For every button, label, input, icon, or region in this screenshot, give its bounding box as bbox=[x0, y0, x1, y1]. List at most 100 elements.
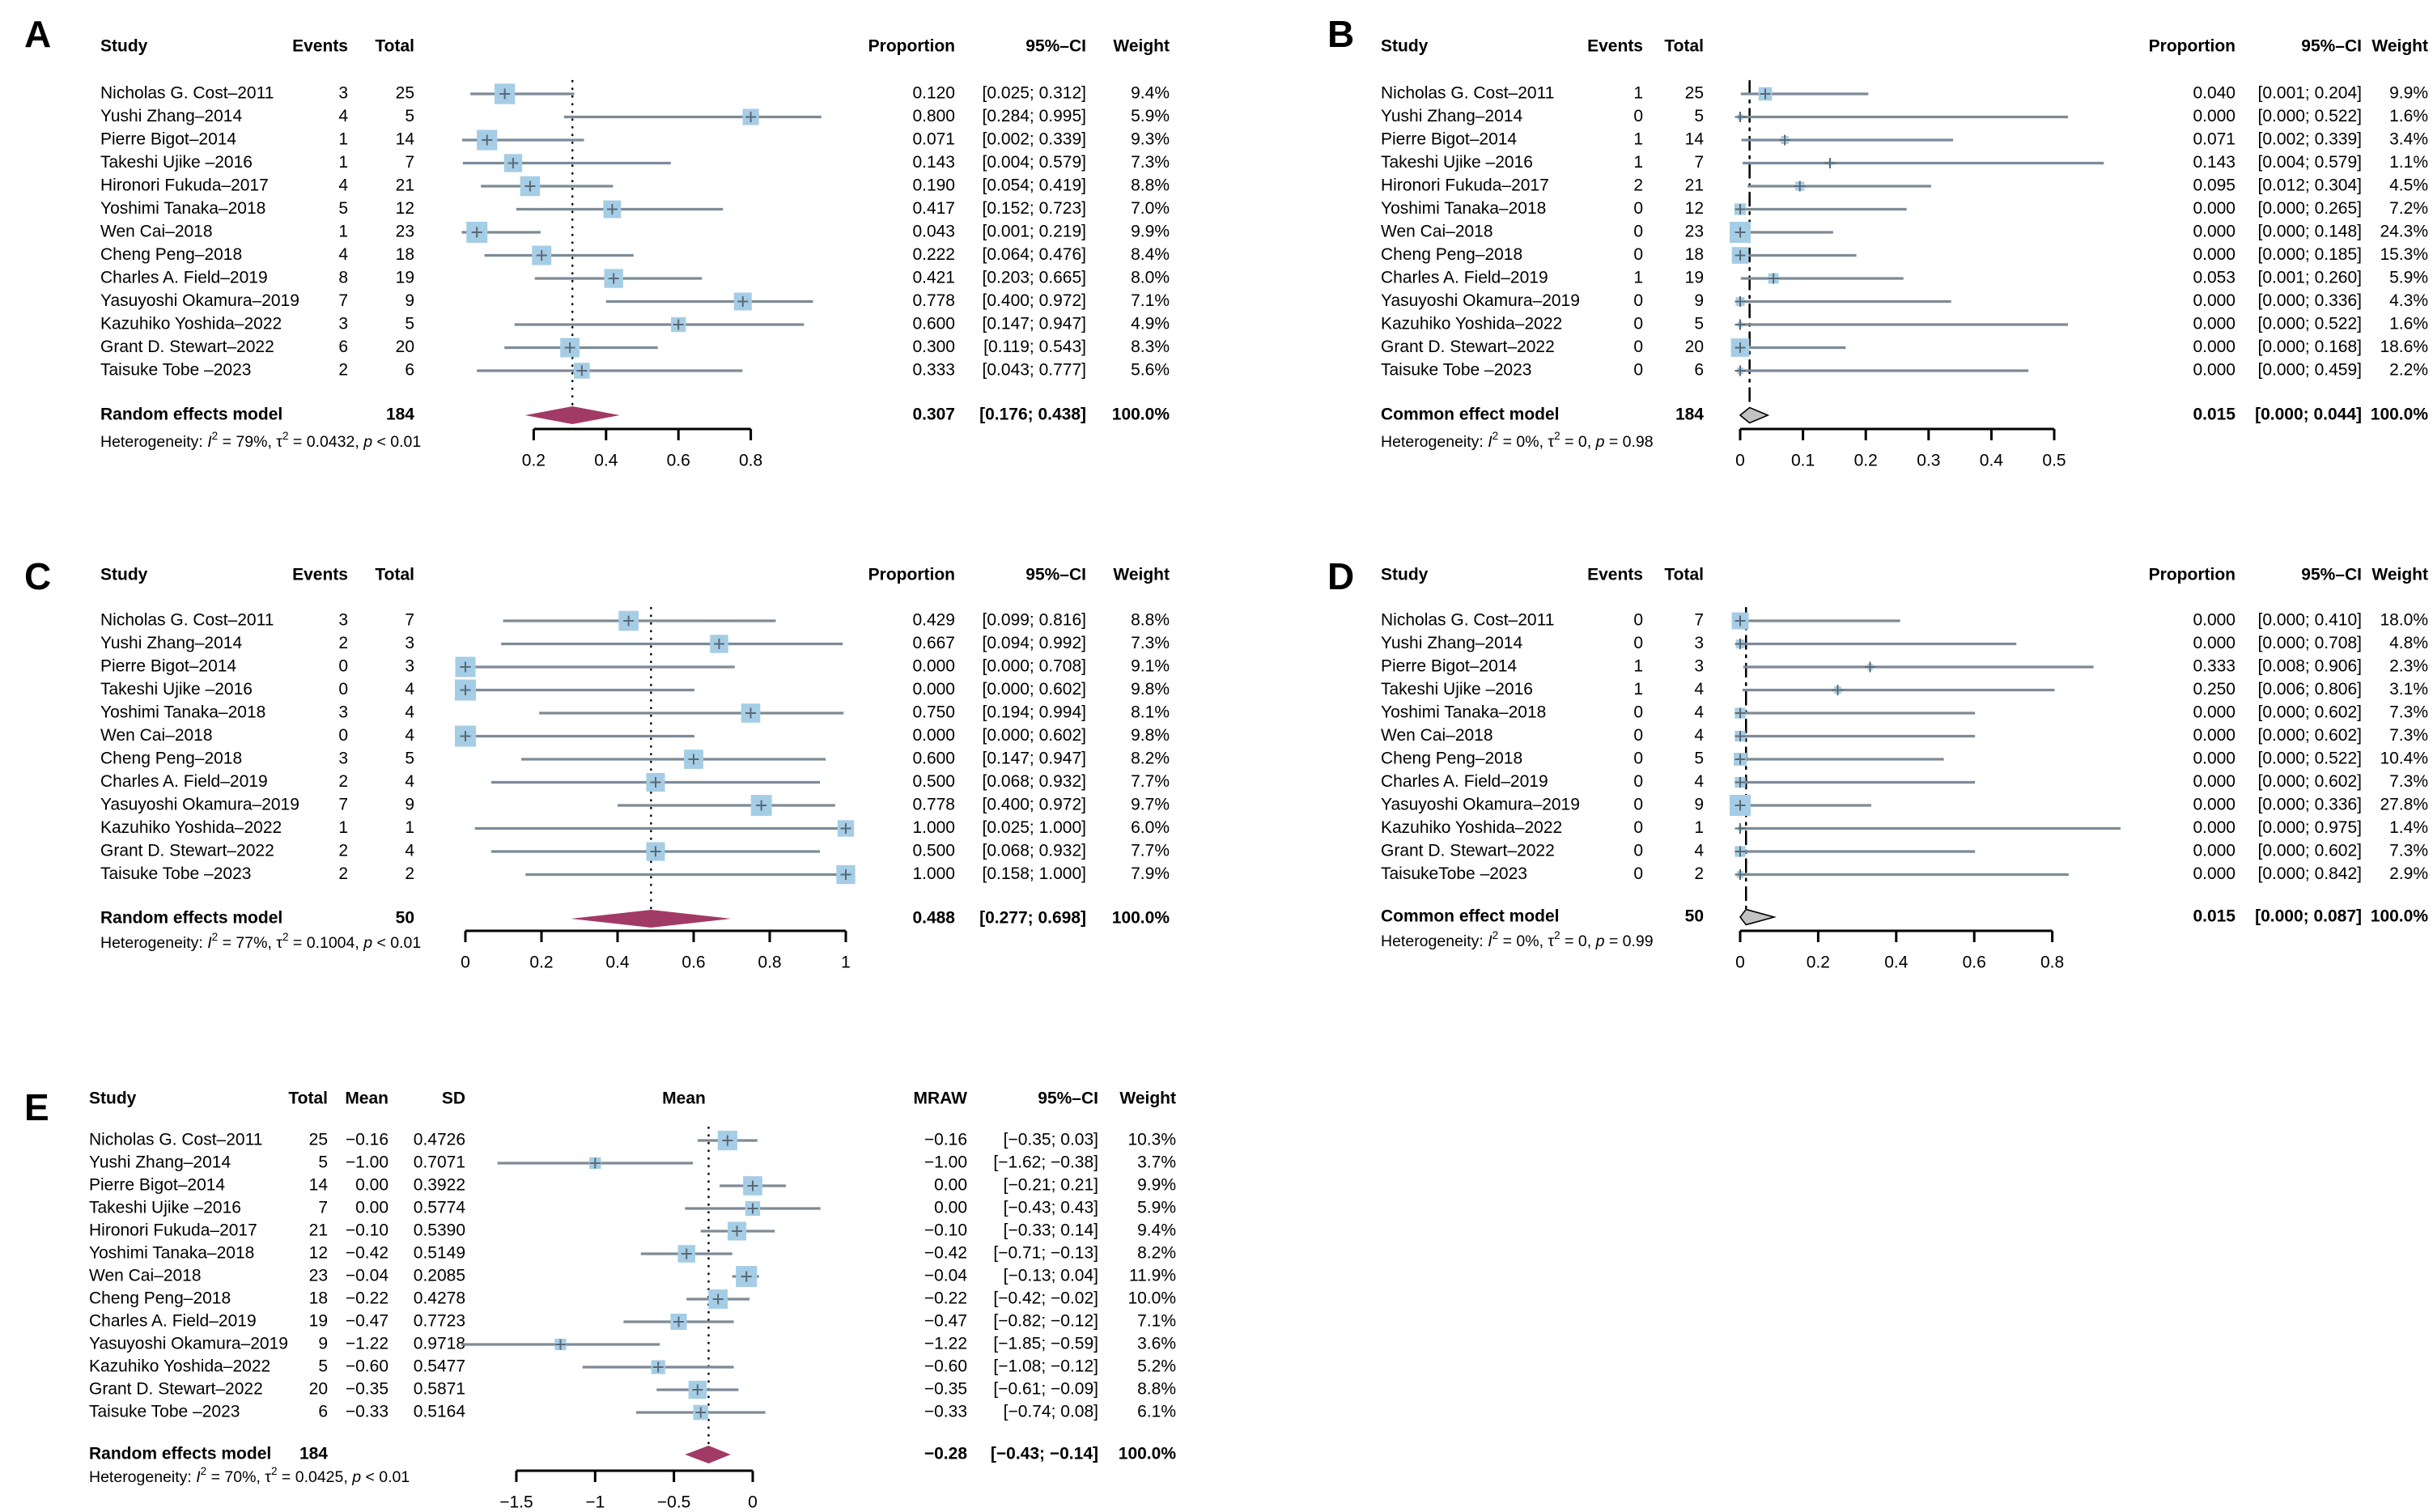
total-value: 4 bbox=[405, 703, 414, 722]
total-value: 4 bbox=[405, 726, 414, 745]
effect-value: 0.300 bbox=[912, 338, 955, 356]
study-label: Nicholas G. Cost–2011 bbox=[1381, 611, 1554, 630]
sd-value: 0.9718 bbox=[414, 1335, 465, 1353]
pooled-effect-value: −0.28 bbox=[924, 1445, 967, 1463]
study-label: Yasuyoshi Okamura–2019 bbox=[1381, 796, 1580, 814]
effect-value: 0.000 bbox=[912, 680, 955, 699]
weight-value: 7.3% bbox=[2389, 842, 2428, 860]
events-value: 0 bbox=[1633, 842, 1643, 860]
effect-value: 0.000 bbox=[2193, 864, 2236, 883]
col-header-ci: 95%–CI bbox=[2301, 37, 2362, 56]
ci-value: [−0.82; −0.12] bbox=[993, 1312, 1098, 1331]
pooled-diamond bbox=[524, 406, 620, 424]
study-label: Takeshi Ujike –2016 bbox=[100, 680, 253, 699]
col-header-events: Events bbox=[292, 37, 348, 56]
col-header-effect: Proportion bbox=[868, 37, 955, 56]
study-label: Taisuke Tobe –2023 bbox=[100, 361, 251, 380]
col-header-events: Events bbox=[1587, 566, 1643, 584]
pooled-model-label: Random effects model bbox=[100, 909, 282, 928]
weight-value: 7.3% bbox=[1131, 634, 1170, 652]
ci-value: [0.400; 0.972] bbox=[983, 796, 1086, 814]
events-value: 1 bbox=[1633, 130, 1643, 149]
study-label: Hironori Fukuda–2017 bbox=[89, 1221, 257, 1240]
effect-value: 0.00 bbox=[934, 1176, 967, 1195]
weight-value: 3.7% bbox=[1137, 1153, 1176, 1172]
x-axis-tick-label: 0.3 bbox=[1917, 452, 1940, 470]
events-value: 1 bbox=[1633, 680, 1643, 699]
study-label: Pierre Bigot–2014 bbox=[100, 657, 236, 676]
x-axis-tick-label: −0.5 bbox=[657, 1493, 690, 1512]
weight-value: 5.6% bbox=[1131, 361, 1170, 380]
pooled-effect-value: 0.307 bbox=[912, 406, 955, 424]
total-value: 12 bbox=[396, 199, 414, 218]
ci-value: [0.043; 0.777] bbox=[983, 361, 1086, 380]
x-axis-tick-label: 0.4 bbox=[1980, 452, 2004, 470]
ci-value: [0.001; 0.260] bbox=[2258, 269, 2362, 287]
effect-value: −0.35 bbox=[924, 1380, 967, 1399]
pooled-model-label: Common effect model bbox=[1381, 907, 1560, 926]
col-header-total: Total bbox=[375, 566, 414, 584]
events-value: 0 bbox=[338, 726, 348, 745]
weight-value: 7.0% bbox=[1131, 199, 1170, 218]
ci-value: [0.012; 0.304] bbox=[2258, 176, 2362, 195]
ci-value: [−0.71; −0.13] bbox=[993, 1244, 1098, 1263]
effect-value: 0.600 bbox=[912, 750, 955, 768]
weight-value: 8.2% bbox=[1137, 1244, 1176, 1263]
total-value: 12 bbox=[309, 1244, 328, 1263]
effect-value: 0.043 bbox=[912, 223, 955, 241]
events-value: 3 bbox=[338, 611, 348, 630]
effect-value: 0.500 bbox=[912, 842, 955, 860]
mean-value: −0.47 bbox=[346, 1312, 389, 1331]
mean-value: −1.22 bbox=[346, 1335, 389, 1353]
mean-value: 0.00 bbox=[355, 1199, 389, 1217]
events-value: 1 bbox=[338, 130, 348, 149]
events-value: 0 bbox=[1633, 291, 1643, 310]
effect-value: 0.000 bbox=[2193, 107, 2236, 125]
sd-value: 0.7071 bbox=[414, 1153, 465, 1172]
col-header-weight: Weight bbox=[1113, 566, 1170, 584]
sd-value: 0.3922 bbox=[414, 1176, 465, 1195]
sd-value: 0.5871 bbox=[414, 1380, 465, 1399]
total-value: 9 bbox=[405, 796, 414, 814]
total-value: 3 bbox=[405, 657, 414, 676]
total-value: 4 bbox=[405, 772, 414, 791]
weight-value: 2.2% bbox=[2389, 361, 2428, 380]
total-value: 7 bbox=[1694, 611, 1704, 630]
col-header-total: Total bbox=[1664, 37, 1704, 56]
study-label: Hironori Fukuda–2017 bbox=[100, 176, 269, 195]
events-value: 0 bbox=[1633, 796, 1643, 814]
events-value: 0 bbox=[1633, 199, 1643, 218]
col-header-total: Total bbox=[375, 37, 414, 56]
events-value: 0 bbox=[338, 680, 348, 699]
weight-value: 9.7% bbox=[1131, 796, 1170, 814]
study-label: Yushi Zhang–2014 bbox=[1381, 107, 1522, 125]
pooled-ci-value: [−0.43; −0.14] bbox=[991, 1445, 1098, 1463]
ci-value: [0.001; 0.204] bbox=[2258, 84, 2362, 103]
study-label: Yoshimi Tanaka–2018 bbox=[1381, 199, 1546, 218]
ci-value: [0.025; 1.000] bbox=[983, 818, 1086, 837]
x-axis-tick-label: 0.2 bbox=[1807, 953, 1830, 972]
events-value: 0 bbox=[1633, 750, 1643, 768]
study-label: Yasuyoshi Okamura–2019 bbox=[89, 1335, 288, 1353]
study-label: Cheng Peng–2018 bbox=[89, 1289, 231, 1308]
weight-value: 8.8% bbox=[1131, 611, 1170, 630]
study-label: Taisuke Tobe –2023 bbox=[89, 1403, 240, 1421]
study-label: Kazuhiko Yoshida–2022 bbox=[100, 315, 282, 333]
study-label: Nicholas G. Cost–2011 bbox=[100, 611, 274, 630]
pooled-ci-value: [0.000; 0.044] bbox=[2255, 406, 2362, 424]
events-value: 2 bbox=[338, 361, 348, 380]
study-label: Kazuhiko Yoshida–2022 bbox=[89, 1357, 270, 1376]
events-value: 1 bbox=[338, 223, 348, 241]
effect-value: 0.143 bbox=[2193, 153, 2236, 172]
effect-value: 0.000 bbox=[2193, 361, 2236, 380]
x-axis-tick-label: 0 bbox=[1735, 953, 1745, 972]
effect-value: 0.600 bbox=[912, 315, 955, 333]
effect-value: 0.500 bbox=[912, 772, 955, 791]
weight-value: 1.6% bbox=[2389, 107, 2428, 125]
total-value: 4 bbox=[1694, 680, 1704, 699]
ci-value: [0.000; 0.522] bbox=[2258, 315, 2362, 333]
effect-value: 0.250 bbox=[2193, 680, 2236, 699]
sd-value: 0.2085 bbox=[414, 1267, 465, 1285]
study-label: Wen Cai–2018 bbox=[89, 1267, 202, 1285]
ci-value: [0.002; 0.339] bbox=[983, 130, 1086, 149]
